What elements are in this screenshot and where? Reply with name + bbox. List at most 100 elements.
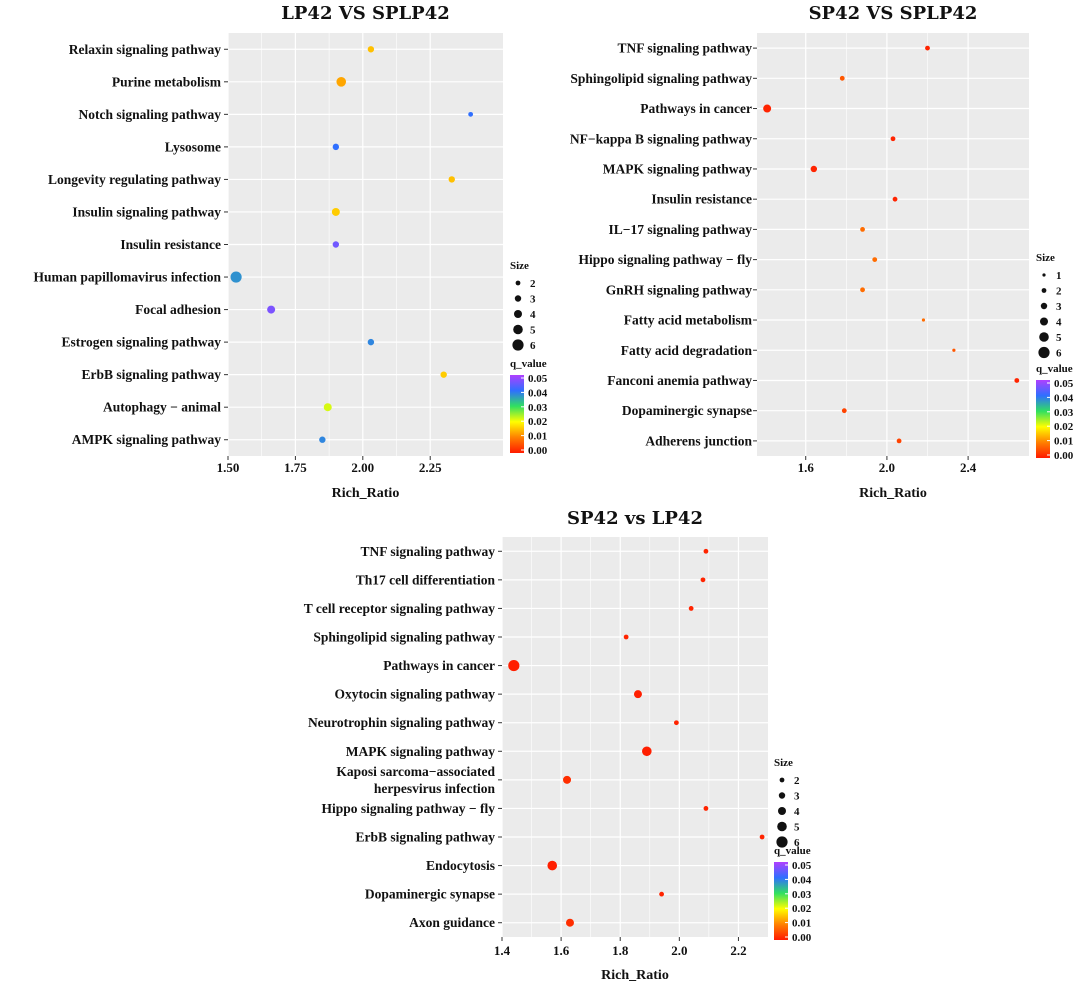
category-label: Endocytosis xyxy=(426,858,495,873)
q-value-tick-label: 0.04 xyxy=(1054,392,1074,404)
q-value-tick-label: 0.04 xyxy=(528,387,548,399)
chart-3: SP42 vs LP42 TNF signaling pathway Th17 ce… xyxy=(304,508,812,983)
size-legend-dot xyxy=(778,807,786,815)
x-tick-label: 2.25 xyxy=(419,460,442,475)
size-legend-dot xyxy=(514,310,522,318)
x-tick-label: 2.4 xyxy=(960,460,977,475)
point-relaxin-signaling-pathway xyxy=(367,46,375,53)
x-tick-label: 2.00 xyxy=(351,460,374,475)
x-tick-label: 1.4 xyxy=(494,943,511,958)
point-purine-metabolism xyxy=(336,77,347,87)
size-legend-label: 2 xyxy=(530,278,536,290)
point-fatty-acid-degradation xyxy=(952,348,956,352)
category-label: Fatty acid metabolism xyxy=(624,313,753,328)
point-il-17-signaling-pathway xyxy=(860,226,865,232)
category-label: Axon guidance xyxy=(409,915,495,930)
q-value-colorbar xyxy=(1036,380,1050,458)
point-fanconi-anemia-pathway xyxy=(1014,378,1020,383)
size-legend-dot xyxy=(777,821,787,832)
point-kaposi-sarcoma-associated-herpesvirus-infection xyxy=(563,775,572,784)
category-label: Longevity regulating pathway xyxy=(48,172,221,187)
point-tnf-signaling-pathway xyxy=(703,548,709,554)
size-legend-title: Size xyxy=(510,260,529,272)
size-legend-label: 4 xyxy=(1056,317,1062,329)
category-label: Insulin signaling pathway xyxy=(72,204,221,219)
category-label: Human papillomavirus infection xyxy=(33,270,221,285)
x-tick-label: 2.0 xyxy=(879,460,895,475)
point-pathways-in-cancer xyxy=(508,659,520,672)
q-value-tick-label: 0.03 xyxy=(528,402,548,414)
point-mapk-signaling-pathway xyxy=(810,165,818,173)
q-value-tick-label: 0.00 xyxy=(1054,450,1074,462)
size-legend-dot xyxy=(513,324,523,335)
size-legend-label: 4 xyxy=(794,806,800,818)
category-label: ErbB signaling pathway xyxy=(355,830,495,845)
category-label: NF−kappa B signaling pathway xyxy=(570,131,752,146)
category-label: TNF signaling pathway xyxy=(617,41,752,56)
category-label: Focal adhesion xyxy=(135,302,221,317)
category-label: Sphingolipid signaling pathway xyxy=(313,630,495,645)
category-label: Fatty acid degradation xyxy=(621,343,753,358)
size-legend-dot xyxy=(514,295,522,302)
category-label: MAPK signaling pathway xyxy=(346,744,496,759)
point-neurotrophin-signaling-pathway xyxy=(673,720,679,726)
size-legend-title: Size xyxy=(774,757,793,769)
x-tick-label: 1.6 xyxy=(553,943,570,958)
point-human-papillomavirus-infection xyxy=(230,271,242,283)
q-value-legend-title: q_value xyxy=(510,358,547,370)
q-value-tick-label: 0.05 xyxy=(1054,378,1074,390)
chart-2: SP42 VS SPLP42 TNF signaling pathway Sphin… xyxy=(570,3,1074,501)
point-endocytosis xyxy=(547,860,558,871)
q-value-colorbar xyxy=(774,862,788,940)
size-legend-label: 5 xyxy=(794,822,800,834)
x-axis-title: Rich_Ratio xyxy=(332,486,400,501)
category-label: Insulin resistance xyxy=(651,192,752,207)
point-dopaminergic-synapse xyxy=(841,408,847,414)
point-dopaminergic-synapse xyxy=(659,891,664,897)
size-legend-label: 6 xyxy=(794,837,800,849)
q-value-tick-label: 0.02 xyxy=(792,903,812,915)
panel-background xyxy=(502,537,768,937)
category-label: Pathways in cancer xyxy=(383,658,495,673)
category-label: Purine metabolism xyxy=(112,74,222,89)
point-erbb-signaling-pathway xyxy=(440,371,447,378)
size-legend-dot xyxy=(776,836,788,848)
category-label: Dopaminergic synapse xyxy=(365,887,495,902)
category-label: MAPK signaling pathway xyxy=(603,161,753,176)
category-label: Fanconi anemia pathway xyxy=(607,373,752,388)
x-tick-label: 2.0 xyxy=(671,943,687,958)
chart-title: SP42 VS SPLP42 xyxy=(809,3,978,24)
size-legend-label: 6 xyxy=(1056,348,1062,360)
category-label: Pathways in cancer xyxy=(640,101,752,116)
size-legend-dot xyxy=(1042,273,1046,277)
q-value-tick-label: 0.01 xyxy=(1054,436,1073,448)
size-legend-dot xyxy=(1038,346,1050,359)
category-label: Sphingolipid signaling pathway xyxy=(570,71,752,86)
category-label: Insulin resistance xyxy=(120,237,221,252)
size-legend-dot xyxy=(1040,317,1048,326)
category-label: Th17 cell differentiation xyxy=(356,572,496,587)
q-value-tick-label: 0.05 xyxy=(792,860,812,872)
point-ampk-signaling-pathway xyxy=(319,436,326,443)
category-label: Oxytocin signaling pathway xyxy=(334,687,495,702)
category-label: IL−17 signaling pathway xyxy=(609,222,753,237)
point-lysosome xyxy=(332,143,340,151)
point-insulin-resistance xyxy=(892,196,898,202)
category-label: T cell receptor signaling pathway xyxy=(304,601,496,616)
category-label: Autophagy − animal xyxy=(103,400,221,415)
point-insulin-resistance xyxy=(332,241,340,248)
point-pathways-in-cancer xyxy=(763,104,772,113)
x-axis-title: Rich_Ratio xyxy=(859,486,927,501)
size-legend-label: 2 xyxy=(794,775,800,787)
category-label: TNF signaling pathway xyxy=(360,544,495,559)
point-focal-adhesion xyxy=(267,305,276,314)
size-legend-label: 1 xyxy=(1056,270,1062,282)
size-legend-dot xyxy=(1039,332,1049,342)
category-label: herpesvirus infection xyxy=(374,781,496,796)
point-adherens-junction xyxy=(896,438,902,444)
point-gnrh-signaling-pathway xyxy=(860,287,865,293)
x-axis-title: Rich_Ratio xyxy=(601,968,669,983)
x-tick-label: 1.8 xyxy=(612,943,629,958)
x-tick-label: 1.50 xyxy=(217,460,240,475)
size-legend-label: 2 xyxy=(1056,286,1062,298)
